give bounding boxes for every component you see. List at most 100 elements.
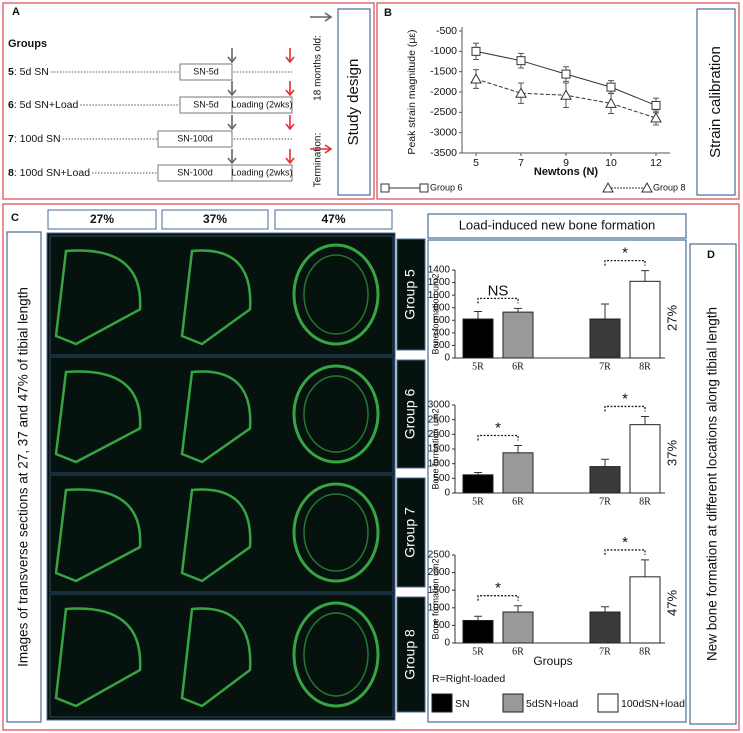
phase-box — [157, 130, 233, 148]
error-bar — [514, 444, 522, 453]
line-chart: -500 -1000 -1500 -2000 -2500 -3000 -3500 5 7 9 10 1… — [380, 25, 686, 193]
row-label: Group 6 — [402, 388, 418, 439]
bone-section — [54, 249, 142, 346]
marker — [641, 181, 653, 193]
row-divider — [49, 593, 394, 718]
y-tick-label: 1000 — [428, 458, 451, 469]
location-label: 27% — [664, 305, 679, 331]
marker — [605, 97, 617, 108]
bar-legend: SN 5dSN+load 100dSN+load — [431, 693, 685, 713]
group-number: 6 — [8, 99, 14, 111]
row-label-box — [396, 596, 426, 713]
y-tick-label: -3500 — [430, 147, 457, 159]
column-header: 37% — [203, 212, 227, 226]
marker — [560, 89, 572, 100]
y-axis-title: Bone formation um2 — [430, 273, 440, 354]
error-bar — [514, 307, 522, 313]
phase-label: Loading (2wks) — [231, 167, 292, 177]
x-tick-label: 6R — [512, 361, 524, 372]
marker — [602, 181, 614, 193]
y-tick-label: 1500 — [428, 444, 451, 455]
y-tick-label: 1200 — [428, 277, 451, 288]
bar — [589, 611, 621, 644]
group-label: 6: 5d SN+Load — [8, 99, 79, 111]
x-axis-title: Groups — [533, 654, 572, 668]
error-bar — [601, 303, 609, 320]
panel-b-frame — [376, 2, 740, 200]
row-label: Group 8 — [402, 629, 418, 680]
x-tick-label: 8R — [639, 361, 651, 372]
d-side-title: New bone formation at different location… — [705, 307, 720, 661]
groups-title: Groups — [8, 38, 47, 50]
age-arrow — [227, 81, 237, 97]
y-tick-label: 1500 — [428, 585, 451, 596]
group-label: 5: 5d SN — [8, 66, 49, 78]
panel-cd-frame — [2, 203, 740, 731]
bone-section — [303, 493, 369, 572]
error-bar — [474, 310, 482, 320]
bone-section — [292, 364, 380, 464]
x-tick-label: 7R — [599, 361, 611, 372]
strain-box — [696, 8, 736, 196]
termination-label: Termination: — [313, 133, 324, 187]
y-tick-label: 2000 — [428, 429, 451, 440]
x-tick-label: 9 — [563, 157, 569, 169]
phase-box — [231, 164, 293, 182]
phase-label: SN-100d — [177, 167, 213, 177]
bone-section — [54, 607, 142, 708]
bar — [629, 424, 661, 494]
x-tick-label: 8R — [639, 646, 651, 657]
y-axis-title: Peak strain magnitude (με) — [406, 29, 418, 154]
marker — [380, 183, 390, 193]
bone-title-box — [427, 213, 687, 239]
bone-section — [292, 482, 380, 583]
x-tick-label: 6R — [512, 496, 524, 507]
row-label-box — [396, 359, 426, 469]
study-design-box — [337, 8, 371, 196]
age-arrow — [227, 149, 237, 165]
bone-section — [303, 254, 369, 335]
y-tick-label: 2000 — [428, 567, 451, 578]
bone-section — [292, 601, 380, 708]
row-label: Group 5 — [402, 269, 418, 320]
group-number: 7 — [8, 133, 14, 145]
column-header-box — [47, 209, 157, 230]
legend-label: Group 6 — [430, 182, 463, 192]
phase-box — [179, 63, 233, 81]
column-header-box — [274, 209, 393, 230]
column-header: 27% — [90, 212, 114, 226]
y-tick-label: 500 — [433, 620, 450, 631]
y-axis-title: Bone formation um2 — [430, 558, 440, 639]
significance-label: * — [495, 419, 501, 436]
location-label: 47% — [664, 590, 679, 616]
x-tick-label: 7 — [518, 157, 524, 169]
bone-section — [292, 243, 380, 346]
significance-label: * — [622, 390, 628, 407]
x-tick-label: 8R — [639, 496, 651, 507]
panel-label: D — [707, 249, 715, 261]
error-bar — [641, 559, 649, 577]
bar — [629, 280, 661, 359]
legend-swatch — [597, 693, 619, 713]
x-tick-label: 7R — [599, 646, 611, 657]
marker — [561, 69, 571, 79]
error-bar — [514, 605, 522, 613]
row-divider — [49, 474, 394, 593]
row-label-box — [396, 238, 426, 351]
panel-label: C — [11, 212, 19, 224]
legend-label: 100dSN+load — [621, 698, 685, 710]
y-tick-label: -500 — [436, 25, 457, 37]
y-axis-title: Bone formation um2 — [430, 408, 440, 489]
y-tick-label: 0 — [444, 488, 450, 499]
bar — [502, 611, 534, 644]
marker — [606, 82, 616, 92]
legend-label: 5dSN+load — [526, 698, 578, 710]
location-label: 37% — [664, 440, 679, 466]
significance-label: NS — [488, 282, 509, 299]
age-arrow — [227, 48, 237, 64]
group-number: 8 — [8, 167, 14, 179]
y-tick-label: -2000 — [430, 86, 457, 98]
error-bar — [641, 270, 649, 282]
